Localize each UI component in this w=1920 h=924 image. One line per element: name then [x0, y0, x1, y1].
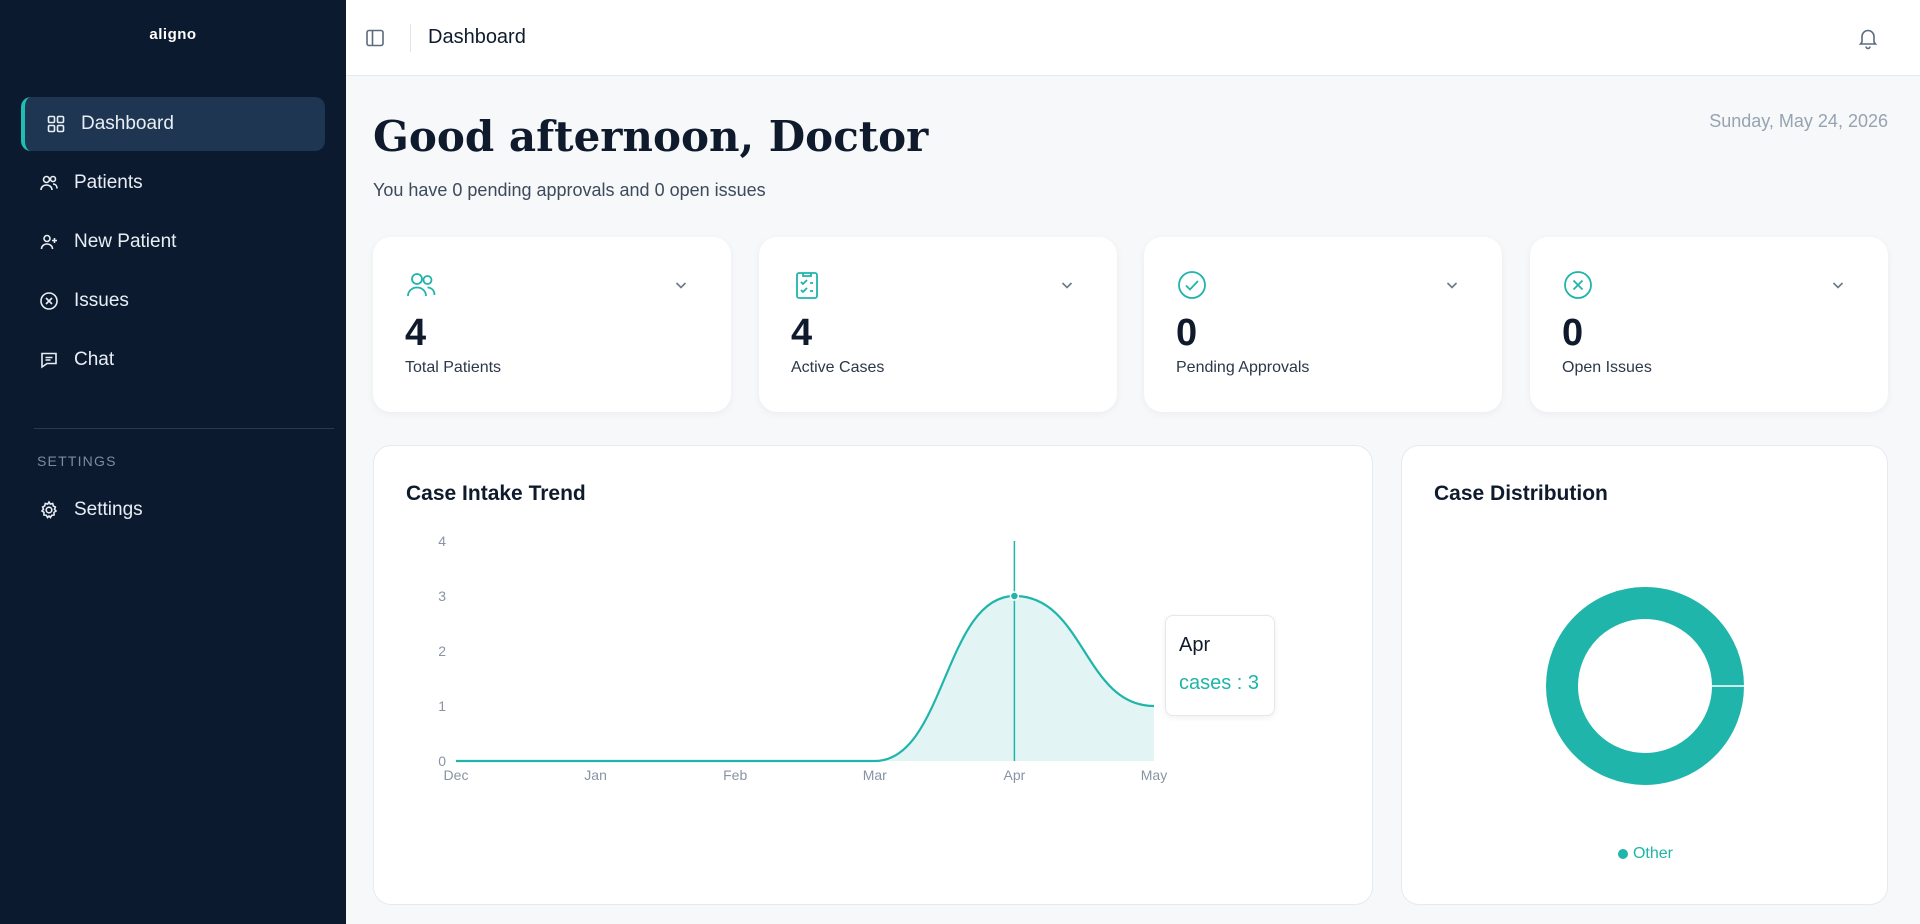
- y-tick-label: 2: [438, 643, 446, 659]
- stat-value: 4: [405, 312, 427, 354]
- stat-label: Pending Approvals: [1176, 359, 1310, 376]
- stat-label: Active Cases: [791, 359, 885, 376]
- sidebar: aligno Dashboard Patients New Patient Is…: [0, 0, 346, 924]
- sidebar-item-dashboard[interactable]: Dashboard: [21, 97, 325, 151]
- x-tick-label: Mar: [863, 767, 887, 783]
- sidebar-item-label: Settings: [74, 499, 143, 520]
- sidebar-item-patients[interactable]: Patients: [21, 156, 325, 210]
- trend-chart[interactable]: 0 1 2 3 4 Dec Jan Feb Mar Apr May: [374, 446, 1374, 906]
- case-distribution-panel: Case Distribution Other: [1401, 445, 1888, 905]
- stat-card-pending-approvals[interactable]: 0 Pending Approvals: [1144, 237, 1502, 412]
- panel-title: Case Distribution: [1434, 482, 1608, 505]
- grid-icon: [45, 113, 67, 135]
- sidebar-item-new-patient[interactable]: New Patient: [21, 215, 325, 269]
- sidebar-nav: Dashboard Patients New Patient Issues Ch…: [21, 97, 325, 392]
- pie-slice[interactable]: [1546, 587, 1744, 785]
- data-point: [1009, 591, 1020, 601]
- sidebar-item-label: Issues: [74, 290, 129, 311]
- clipboard-check-icon: [791, 269, 823, 301]
- sidebar-item-settings[interactable]: Settings: [21, 483, 325, 537]
- chevron-down-icon[interactable]: [1444, 277, 1460, 293]
- x-tick-label: Dec: [444, 767, 469, 783]
- user-plus-icon: [38, 231, 60, 253]
- sidebar-item-issues[interactable]: Issues: [21, 274, 325, 328]
- x-circle-icon: [1562, 269, 1594, 301]
- sidebar-item-label: Patients: [74, 172, 143, 193]
- chart-tooltip: Apr cases : 3: [1165, 615, 1275, 716]
- sidebar-item-label: Chat: [74, 349, 115, 370]
- stat-label: Total Patients: [405, 359, 502, 376]
- y-tick-label: 1: [438, 698, 446, 714]
- tooltip-label: Apr: [1179, 634, 1211, 656]
- users-icon: [405, 269, 437, 301]
- x-tick-label: May: [1141, 767, 1167, 783]
- topbar-separator: [410, 24, 411, 52]
- bell-icon[interactable]: [1856, 26, 1880, 50]
- sidebar-divider: [34, 428, 334, 429]
- x-tick-label: Feb: [723, 767, 747, 783]
- sidebar-item-label: New Patient: [74, 231, 177, 252]
- panel-title: Case Intake Trend: [406, 482, 586, 505]
- sidebar-item-label: Dashboard: [81, 113, 174, 134]
- settings-nav: Settings: [21, 483, 325, 542]
- sidebar-item-chat[interactable]: Chat: [21, 333, 325, 387]
- page-title: Dashboard: [428, 26, 526, 48]
- chevron-down-icon[interactable]: [1059, 277, 1075, 293]
- area-fill: [456, 596, 1154, 761]
- stat-value: 0: [1562, 312, 1584, 354]
- app-logo[interactable]: aligno: [149, 26, 197, 43]
- y-tick-label: 4: [438, 533, 446, 549]
- stat-label: Open Issues: [1562, 359, 1652, 376]
- message-icon: [38, 349, 60, 371]
- x-tick-label: Apr: [1004, 767, 1026, 783]
- check-circle-icon: [1176, 269, 1208, 301]
- stat-value: 4: [791, 312, 813, 354]
- legend-label: Other: [1632, 845, 1673, 862]
- distribution-chart[interactable]: [1402, 446, 1889, 906]
- chevron-down-icon[interactable]: [673, 277, 689, 293]
- plot-area: 0 1 2 3 4 Dec Jan Feb Mar Apr May: [438, 533, 1167, 783]
- x-circle-icon: [38, 290, 60, 312]
- x-tick-label: Jan: [584, 767, 607, 783]
- chevron-down-icon[interactable]: [1830, 277, 1846, 293]
- current-date: Sunday, May 24, 2026: [1709, 111, 1888, 131]
- gear-icon: [38, 499, 60, 521]
- users-icon: [38, 172, 60, 194]
- stat-value: 0: [1176, 312, 1198, 354]
- y-tick-label: 0: [438, 753, 446, 769]
- y-tick-label: 3: [438, 588, 446, 604]
- stat-card-total-patients[interactable]: 4 Total Patients: [373, 237, 731, 412]
- chart-legend[interactable]: Other: [1402, 845, 1889, 863]
- topbar: Dashboard: [346, 0, 1920, 76]
- legend-swatch: [1617, 848, 1628, 859]
- stat-card-open-issues[interactable]: 0 Open Issues: [1530, 237, 1888, 412]
- series-line: [456, 594, 1155, 763]
- case-intake-trend-panel: Case Intake Trend 0 1 2 3 4 Dec Jan Feb Mar Apr Ma…: [373, 445, 1373, 905]
- stat-card-active-cases[interactable]: 4 Active Cases: [759, 237, 1117, 412]
- settings-section-label: SETTINGS: [37, 453, 117, 469]
- sidebar-toggle-icon[interactable]: [364, 27, 386, 49]
- greeting-subtitle: You have 0 pending approvals and 0 open …: [373, 180, 766, 200]
- greeting-heading: Good afternoon, Doctor: [373, 112, 929, 161]
- tooltip-value: cases : 3: [1179, 672, 1260, 694]
